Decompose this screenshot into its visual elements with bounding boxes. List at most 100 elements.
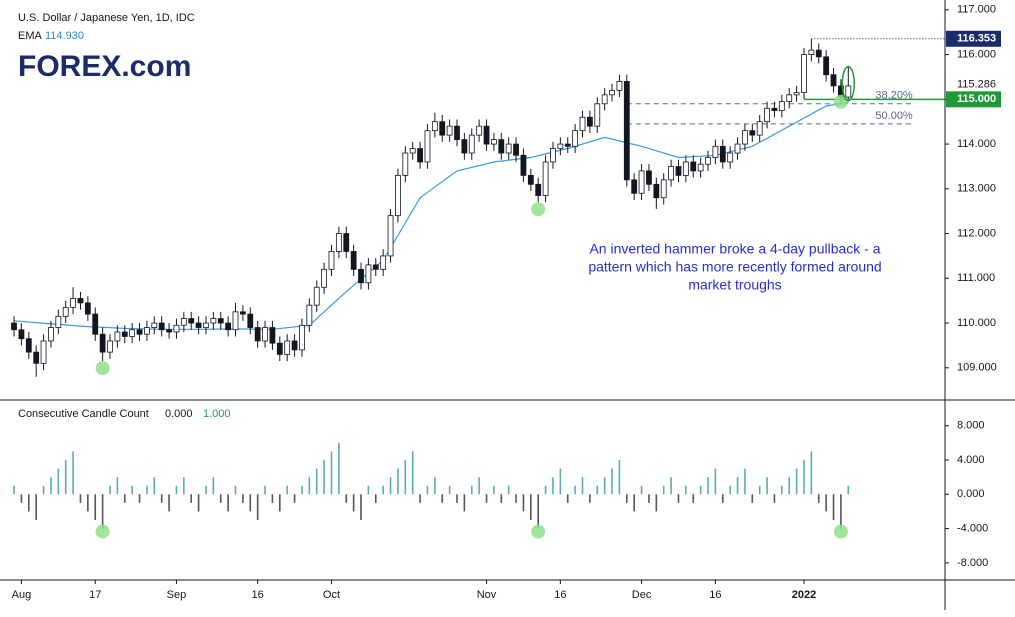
candle-body: [306, 304, 313, 326]
candle-body: [668, 166, 674, 181]
lower-legend-value: 0.000: [165, 408, 193, 420]
candle-body: [653, 183, 660, 199]
candle-body: [25, 338, 32, 353]
y-tick-label: 116.000: [957, 48, 996, 60]
candle-body: [335, 233, 342, 252]
candle-body: [616, 81, 623, 91]
candle-body: [830, 74, 837, 87]
candle-body: [92, 313, 99, 335]
candle-body: [527, 174, 534, 185]
trough-marker: [531, 202, 546, 217]
candle-body: [742, 130, 748, 145]
candle-body: [136, 329, 143, 335]
candle-body: [372, 264, 379, 270]
y-tick-label: 111.000: [957, 272, 995, 284]
candle-body: [84, 302, 91, 315]
candle-body: [623, 81, 630, 181]
candle-body: [262, 327, 268, 342]
candle-body: [402, 152, 409, 176]
y2-tick-label: 8.000: [957, 420, 985, 432]
y-tick-label: 113.000: [957, 183, 996, 195]
candle-body: [594, 103, 601, 127]
y-tick-label: 114.000: [957, 138, 996, 150]
candle-body: [476, 125, 483, 136]
candle-body: [77, 298, 84, 304]
candle-body: [18, 329, 25, 340]
fib-label: 50.00%: [875, 110, 913, 122]
candle-body: [40, 340, 47, 364]
annotation: pattern which has more recently formed a…: [588, 259, 881, 275]
ema-label: EMA: [18, 30, 43, 42]
candle-body: [461, 139, 468, 154]
candle-body: [343, 233, 350, 252]
candle-body: [395, 174, 401, 217]
candle-body: [682, 161, 689, 176]
x-tick-label: Oct: [323, 589, 340, 601]
y2-tick-label: -8.000: [957, 557, 988, 569]
count-marker: [531, 524, 546, 539]
high-label: 116.353: [957, 33, 996, 45]
candle-body: [764, 107, 770, 123]
candle-body: [188, 318, 195, 324]
candle-body: [557, 143, 564, 149]
logo: FOREX.com: [18, 50, 191, 83]
candle-body: [424, 130, 431, 163]
candle-body: [690, 161, 697, 172]
candle-body: [358, 268, 364, 284]
count-marker: [95, 524, 110, 539]
candle-body: [542, 161, 549, 196]
candle-body: [173, 324, 180, 333]
candle-body: [815, 49, 822, 58]
candle-body: [365, 264, 372, 284]
candle-body: [727, 152, 734, 163]
y-tick-label: 117.000: [957, 4, 996, 16]
candle-body: [121, 331, 128, 337]
x-tick-label: 16: [554, 589, 566, 601]
candle-body: [609, 89, 615, 96]
candle-body: [70, 298, 76, 308]
candle-body: [705, 157, 711, 165]
x-tick-label: Sep: [167, 589, 187, 601]
candle-body: [675, 166, 682, 176]
x-tick-label: Aug: [12, 589, 32, 601]
candle-body: [454, 125, 460, 140]
y-tick-label: 110.000: [957, 317, 996, 329]
x-tick-label: 2022: [792, 589, 816, 601]
candle-body: [697, 163, 704, 172]
candle-body: [586, 116, 593, 127]
candle-body: [129, 329, 136, 337]
candle-body: [99, 333, 106, 353]
y2-tick-label: -4.000: [957, 522, 988, 534]
candle-body: [520, 154, 527, 176]
candle-body: [431, 121, 438, 132]
candle-body: [808, 49, 815, 55]
candle-body: [239, 311, 246, 315]
chart-title: U.S. Dollar / Japanese Yen, 1D, IDC: [18, 12, 195, 24]
candle-body: [247, 313, 254, 328]
high-label-box: [946, 30, 1001, 47]
candle-body: [144, 327, 150, 335]
candle-body: [313, 286, 320, 306]
candle-body: [749, 130, 756, 136]
candle-body: [564, 143, 571, 147]
annotation: market troughs: [688, 277, 781, 293]
candle-body: [409, 148, 416, 154]
candle-body: [771, 107, 778, 111]
last-price-label: 115.286: [957, 78, 996, 90]
support-label-box: [946, 91, 1001, 108]
candle-body: [505, 143, 512, 154]
trough-marker: [833, 94, 848, 109]
candle-body: [114, 331, 121, 342]
candle-body: [291, 340, 298, 351]
candle-body: [11, 322, 17, 331]
candle-body: [786, 94, 793, 102]
x-tick-label: Nov: [477, 589, 497, 601]
lower-legend-value: 1.000: [203, 408, 231, 420]
candle-body: [380, 255, 387, 270]
candle-body: [631, 179, 638, 194]
candle-body: [491, 139, 497, 145]
candle-body: [232, 311, 239, 331]
candle-body: [55, 315, 62, 328]
